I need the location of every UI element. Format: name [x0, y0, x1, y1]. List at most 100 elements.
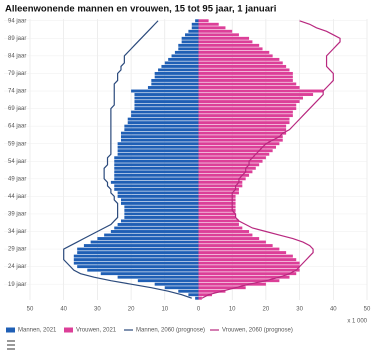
bar [120, 219, 199, 223]
bar [154, 75, 199, 79]
bar [198, 79, 293, 82]
bar [198, 208, 236, 212]
bar [83, 244, 199, 248]
bar [198, 89, 324, 93]
bar [97, 237, 199, 240]
bar [198, 124, 287, 128]
bar [198, 268, 300, 272]
bar [198, 244, 273, 248]
bar [124, 205, 199, 209]
bar [164, 61, 199, 65]
bar [198, 103, 297, 107]
bar [191, 26, 199, 30]
bar [117, 223, 199, 226]
bar [198, 282, 266, 286]
bar [198, 71, 293, 75]
y-tick-label: 74 jaar [8, 89, 26, 95]
y-tick-label: 39 jaar [8, 212, 26, 218]
bar [117, 142, 199, 146]
bar [198, 173, 250, 177]
bar [198, 233, 253, 237]
legend-swatch [6, 327, 15, 333]
x-tick-label: 30 [296, 307, 303, 313]
bar [198, 223, 239, 226]
bar [114, 159, 199, 163]
bar [198, 198, 236, 202]
bar [114, 177, 199, 181]
bar [131, 114, 199, 118]
bar [198, 29, 233, 33]
y-tick-label: 34 jaar [8, 229, 26, 235]
bar [198, 61, 283, 65]
bar [198, 212, 236, 216]
bar [188, 29, 199, 33]
bar [120, 201, 199, 205]
bar [198, 272, 297, 276]
bar [151, 82, 199, 86]
bar [198, 293, 212, 297]
bar [77, 251, 199, 255]
bar [110, 180, 199, 184]
y-tick-label: 84 jaar [8, 53, 26, 59]
bar [198, 131, 287, 135]
bar [178, 43, 199, 47]
bar [198, 258, 297, 262]
bar [104, 233, 199, 237]
bar [198, 289, 226, 293]
bar [120, 198, 199, 202]
bar [134, 96, 199, 100]
bar [90, 240, 199, 244]
bar [114, 166, 199, 170]
y-tick-label: 64 jaar [8, 124, 26, 130]
bar [198, 96, 303, 100]
bar [77, 247, 199, 251]
bar [198, 261, 300, 265]
bar [110, 230, 199, 233]
bar [134, 100, 199, 103]
bar [124, 216, 199, 219]
logo [7, 340, 15, 350]
bar [198, 68, 290, 72]
bar [154, 71, 199, 75]
bar [198, 47, 263, 51]
bar [198, 22, 219, 26]
bar [198, 251, 287, 255]
bar [127, 121, 199, 125]
bar [114, 156, 199, 160]
bar [198, 194, 236, 198]
bar [198, 152, 270, 156]
bar [198, 64, 287, 68]
y-tick-label: 44 jaar [8, 194, 26, 200]
bar [198, 216, 236, 219]
bar [198, 201, 236, 205]
bar [198, 177, 246, 181]
bar [198, 156, 266, 160]
x-tick-label: 30 [94, 307, 101, 313]
bar [198, 275, 290, 279]
bar [198, 247, 280, 251]
bar [73, 261, 199, 265]
bar [198, 75, 293, 79]
bar [124, 124, 199, 128]
bar [77, 265, 199, 269]
y-tick-label: 49 jaar [8, 176, 26, 182]
bar [154, 282, 199, 286]
y-tick-label: 29 jaar [8, 247, 26, 253]
bar [198, 117, 290, 121]
bar [87, 268, 199, 272]
bar [198, 19, 209, 23]
bar [198, 128, 287, 132]
y-tick-label: 69 jaar [8, 106, 26, 112]
bar [198, 184, 243, 188]
bar [117, 194, 199, 198]
bar [198, 82, 297, 86]
y-tick-label: 19 jaar [8, 282, 26, 288]
bar [191, 22, 199, 26]
y-tick-label: 79 jaar [8, 71, 26, 77]
bar [131, 89, 199, 93]
y-tick-label: 59 jaar [8, 141, 26, 147]
bar [124, 128, 199, 132]
bar [198, 296, 202, 300]
bar [117, 152, 199, 156]
bar [181, 36, 199, 40]
